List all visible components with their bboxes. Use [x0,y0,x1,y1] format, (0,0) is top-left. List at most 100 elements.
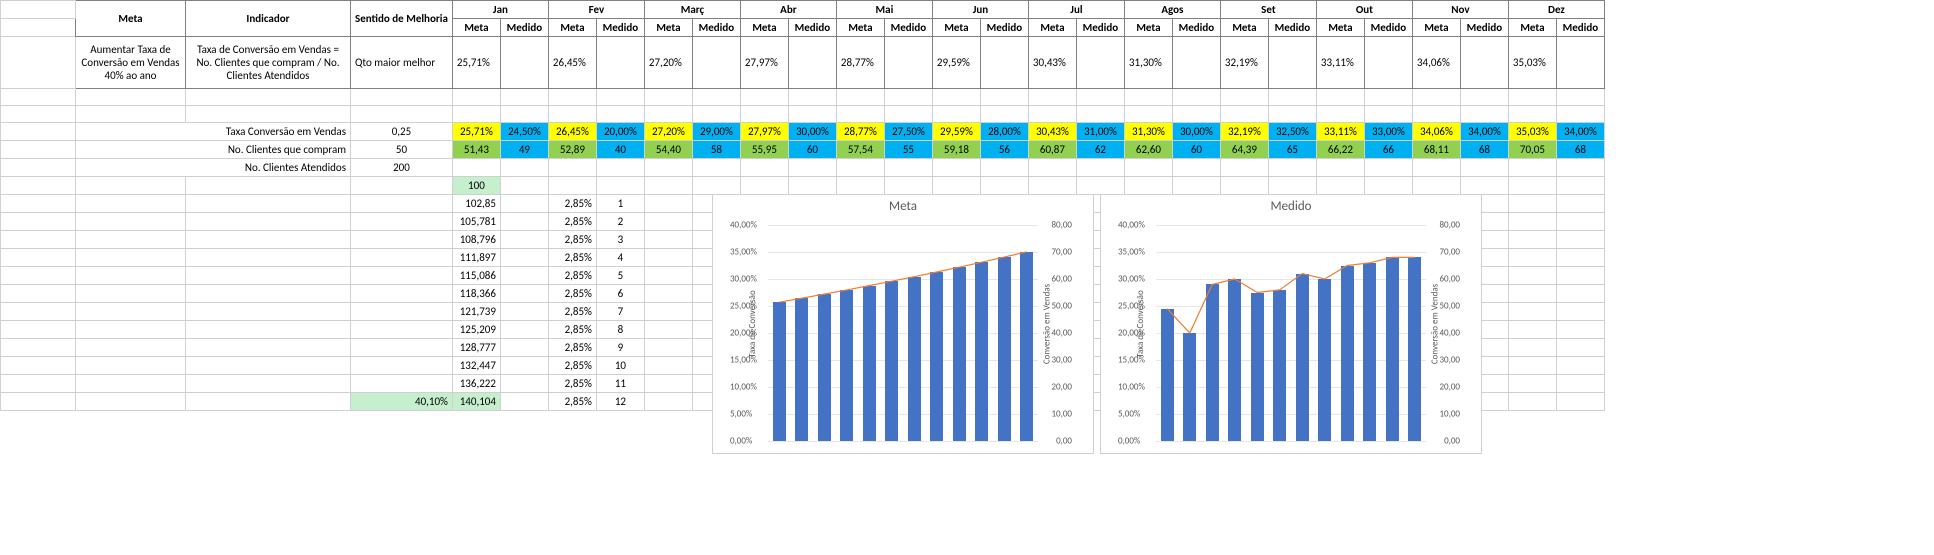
cell-medido-val[interactable] [1556,37,1604,89]
compram-med[interactable]: 56 [980,141,1028,159]
cell-meta-val[interactable]: 32,19% [1220,37,1268,89]
taxa-med[interactable]: 33,00% [1364,123,1412,141]
compram-med[interactable]: 68 [1460,141,1508,159]
taxa-med[interactable]: 29,00% [692,123,740,141]
cell-medido-val[interactable] [1268,37,1316,89]
compram-med[interactable]: 49 [500,141,548,159]
compram-med[interactable]: 60 [1172,141,1220,159]
cell-meta-val[interactable]: 25,71% [452,37,500,89]
compram-meta[interactable]: 57,54 [836,141,884,159]
calc-val[interactable]: 118,366 [452,285,500,303]
calc-val[interactable]: 132,447 [452,357,500,375]
calc-val[interactable]: 125,209 [452,321,500,339]
cell-medido-val[interactable] [1364,37,1412,89]
cell-meta-desc[interactable]: Aumentar Taxa de Conversão em Vendas 40%… [76,37,186,89]
calc-pct[interactable]: 2,85% [548,249,596,267]
compram-meta[interactable]: 59,18 [932,141,980,159]
calc-val[interactable]: 108,796 [452,231,500,249]
cell-indicador-desc[interactable]: Taxa de Conversão em Vendas = No. Client… [186,37,351,89]
compram-meta[interactable]: 52,89 [548,141,596,159]
taxa-med[interactable]: 31,00% [1076,123,1124,141]
side-taxa[interactable]: 0,25 [351,123,453,141]
cell-medido-val[interactable] [692,37,740,89]
compram-meta[interactable]: 55,95 [740,141,788,159]
compram-med[interactable]: 68 [1556,141,1604,159]
calc-idx[interactable]: 11 [596,375,644,393]
taxa-meta[interactable]: 26,45% [548,123,596,141]
calc-pct[interactable]: 2,85% [548,195,596,213]
taxa-med[interactable]: 34,00% [1556,123,1604,141]
cell-meta-val[interactable]: 27,97% [740,37,788,89]
label-taxa[interactable]: Taxa Conversão em Vendas [76,123,351,141]
taxa-meta[interactable]: 28,77% [836,123,884,141]
calc-idx[interactable]: 10 [596,357,644,375]
compram-med[interactable]: 62 [1076,141,1124,159]
taxa-med[interactable]: 20,00% [596,123,644,141]
cell-sentido-desc[interactable]: Qto maior melhor [351,37,453,89]
cell-medido-val[interactable] [1172,37,1220,89]
cell-meta-val[interactable]: 28,77% [836,37,884,89]
calc-idx[interactable]: 12 [596,393,644,411]
compram-meta[interactable]: 64,39 [1220,141,1268,159]
taxa-meta[interactable]: 31,30% [1124,123,1172,141]
taxa-med[interactable]: 24,50% [500,123,548,141]
compram-med[interactable]: 55 [884,141,932,159]
cell-medido-val[interactable] [1460,37,1508,89]
compram-meta[interactable]: 68,11 [1412,141,1460,159]
calc-pct[interactable]: 2,85% [548,303,596,321]
taxa-meta[interactable]: 27,97% [740,123,788,141]
taxa-med[interactable]: 28,00% [980,123,1028,141]
calc-pct[interactable]: 2,85% [548,231,596,249]
calc-pct[interactable]: 2,85% [548,213,596,231]
label-atendidos[interactable]: No. Clientes Atendidos [76,159,351,177]
calc-idx[interactable]: 7 [596,303,644,321]
calc-idx[interactable]: 6 [596,285,644,303]
cell-medido-val[interactable] [884,37,932,89]
taxa-med[interactable]: 34,00% [1460,123,1508,141]
calc-pct[interactable]: 2,85% [548,267,596,285]
calc-pct[interactable]: 2,85% [548,393,596,411]
cell-medido-val[interactable] [1076,37,1124,89]
side-atendidos[interactable]: 200 [351,159,453,177]
calc-final[interactable]: 40,10% [351,393,453,411]
calc-idx[interactable]: 4 [596,249,644,267]
cell-meta-val[interactable]: 27,20% [644,37,692,89]
cell-meta-val[interactable]: 30,43% [1028,37,1076,89]
compram-meta[interactable]: 66,22 [1316,141,1364,159]
cell-meta-val[interactable]: 34,06% [1412,37,1460,89]
compram-med[interactable]: 40 [596,141,644,159]
calc-pct[interactable]: 2,85% [548,375,596,393]
calc-pct[interactable]: 2,85% [548,285,596,303]
compram-med[interactable]: 65 [1268,141,1316,159]
compram-meta[interactable]: 60,87 [1028,141,1076,159]
cell-meta-val[interactable]: 31,30% [1124,37,1172,89]
cell-medido-val[interactable] [596,37,644,89]
taxa-meta[interactable]: 25,71% [452,123,500,141]
calc-idx[interactable]: 5 [596,267,644,285]
compram-med[interactable]: 58 [692,141,740,159]
calc-val[interactable]: 128,777 [452,339,500,357]
taxa-meta[interactable]: 30,43% [1028,123,1076,141]
taxa-meta[interactable]: 32,19% [1220,123,1268,141]
cell-meta-val[interactable]: 26,45% [548,37,596,89]
calc-idx[interactable]: 2 [596,213,644,231]
taxa-med[interactable]: 30,00% [788,123,836,141]
calc-val[interactable]: 140,104 [452,393,500,411]
calc-pct[interactable]: 2,85% [548,357,596,375]
calc-val[interactable]: 115,086 [452,267,500,285]
calc-idx[interactable]: 3 [596,231,644,249]
label-compram[interactable]: No. Clientes que compram [76,141,351,159]
calc-val[interactable]: 121,739 [452,303,500,321]
taxa-med[interactable]: 30,00% [1172,123,1220,141]
compram-med[interactable]: 60 [788,141,836,159]
cell-meta-val[interactable]: 35,03% [1508,37,1556,89]
cell-meta-val[interactable]: 33,11% [1316,37,1364,89]
taxa-med[interactable]: 32,50% [1268,123,1316,141]
compram-meta[interactable]: 70,05 [1508,141,1556,159]
calc-idx[interactable]: 9 [596,339,644,357]
calc-pct[interactable]: 2,85% [548,339,596,357]
cell-medido-val[interactable] [980,37,1028,89]
taxa-meta[interactable]: 33,11% [1316,123,1364,141]
compram-med[interactable]: 66 [1364,141,1412,159]
taxa-meta[interactable]: 29,59% [932,123,980,141]
